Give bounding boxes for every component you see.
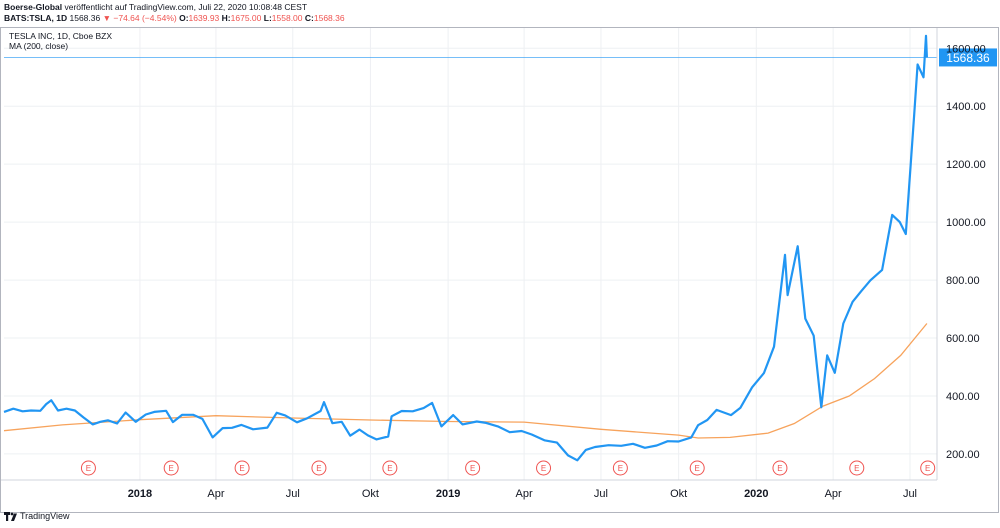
grid-lines (4, 28, 937, 480)
close-label: C: (304, 13, 314, 23)
price-layer (3, 34, 928, 462)
y-tick-label: 800.00 (946, 275, 980, 287)
earnings-marker (689, 460, 705, 476)
earnings-marker (772, 460, 788, 476)
x-tick-label: Apr (207, 488, 224, 500)
x-tick-label: 2019 (436, 488, 460, 500)
x-tick-label: Apr (516, 488, 533, 500)
high-value: 1675.00 (230, 13, 262, 23)
y-tick-label: 600.00 (946, 333, 980, 345)
earnings-marker (80, 460, 96, 476)
x-tick-label: Okt (362, 488, 379, 500)
quote-line: BATS:TSLA, 1D 1568.36 ▼ −74.64 (−4.54%) … (4, 13, 345, 23)
y-tick-label: 200.00 (946, 449, 980, 461)
open-label: O: (179, 13, 189, 23)
legend-title: TESLA INC, 1D, Cboe BZX (9, 31, 112, 41)
y-axis[interactable]: 200.00 400.00 600.00 800.00 1000.00 1200.00 14… (936, 28, 986, 480)
y-tick-label: 1400.00 (946, 101, 986, 113)
earnings-marker-label: E (695, 464, 700, 473)
price-change: ▼ −74.64 (−4.54%) (102, 13, 177, 23)
close-value: 1568.36 (313, 13, 345, 23)
earnings-marker-label: E (854, 464, 859, 473)
earnings-marker (612, 460, 628, 476)
earnings-marker-label: E (239, 464, 244, 473)
earnings-marker-label: E (387, 464, 392, 473)
earnings-marker-label: E (470, 464, 475, 473)
price-line (3, 34, 928, 462)
chart-frame (0, 27, 999, 513)
low-label: L: (263, 13, 272, 23)
x-tick-label: Jul (286, 488, 300, 500)
tradingview-logo-icon (4, 511, 17, 521)
earnings-marker-label: E (169, 464, 174, 473)
high-label: H: (221, 13, 231, 23)
earnings-marker (920, 460, 936, 476)
y-tick-label: 1200.00 (946, 159, 986, 171)
published-text: veröffentlicht auf TradingView.com, Juli… (64, 2, 308, 12)
publisher-name: Boerse-Global (4, 2, 63, 12)
x-axis[interactable]: 2018 Apr Jul Okt 2019 Apr Jul Okt 2020 Apr Jul (1, 479, 937, 500)
earnings-marker (382, 460, 398, 476)
last-price: 1568.36 (69, 13, 101, 23)
ma-layer (3, 323, 928, 439)
y-tick-label: 400.00 (946, 391, 980, 403)
last-price-tag (939, 48, 997, 67)
legend-indicator: MA (200, close) (9, 41, 68, 51)
x-tick-label: 2018 (128, 488, 152, 500)
footer: TradingView (4, 511, 70, 521)
last-price-layer: 1568.36 (4, 48, 997, 67)
symbol-label: BATS:TSLA, 1D (4, 13, 68, 23)
x-tick-label: Apr (825, 488, 842, 500)
earnings-marker-label: E (541, 464, 546, 473)
earnings-marker (311, 460, 327, 476)
earnings-marker (234, 460, 250, 476)
footer-brand: TradingView (20, 511, 70, 521)
earnings-marker-label: E (86, 464, 91, 473)
x-tick-label: 2020 (744, 488, 768, 500)
y-tick-label: 1600.00 (946, 43, 986, 55)
earnings-marker (849, 460, 865, 476)
publish-line: Boerse-Global veröffentlicht auf Trading… (4, 2, 307, 12)
earnings-marker (163, 460, 179, 476)
ma-200-line (3, 323, 928, 439)
earnings-marker-label: E (925, 464, 930, 473)
x-tick-label: Jul (594, 488, 608, 500)
last-price-tag-label: 1568.36 (946, 51, 990, 65)
earnings-marker-label: E (316, 464, 321, 473)
open-value: 1639.93 (188, 13, 220, 23)
x-tick-label: Jul (903, 488, 917, 500)
earnings-marker (536, 460, 552, 476)
x-tick-label: Okt (670, 488, 687, 500)
earnings-marker (465, 460, 481, 476)
low-value: 1558.00 (271, 13, 303, 23)
earnings-marker-label: E (777, 464, 782, 473)
y-tick-label: 1000.00 (946, 217, 986, 229)
earnings-marker-label: E (618, 464, 623, 473)
